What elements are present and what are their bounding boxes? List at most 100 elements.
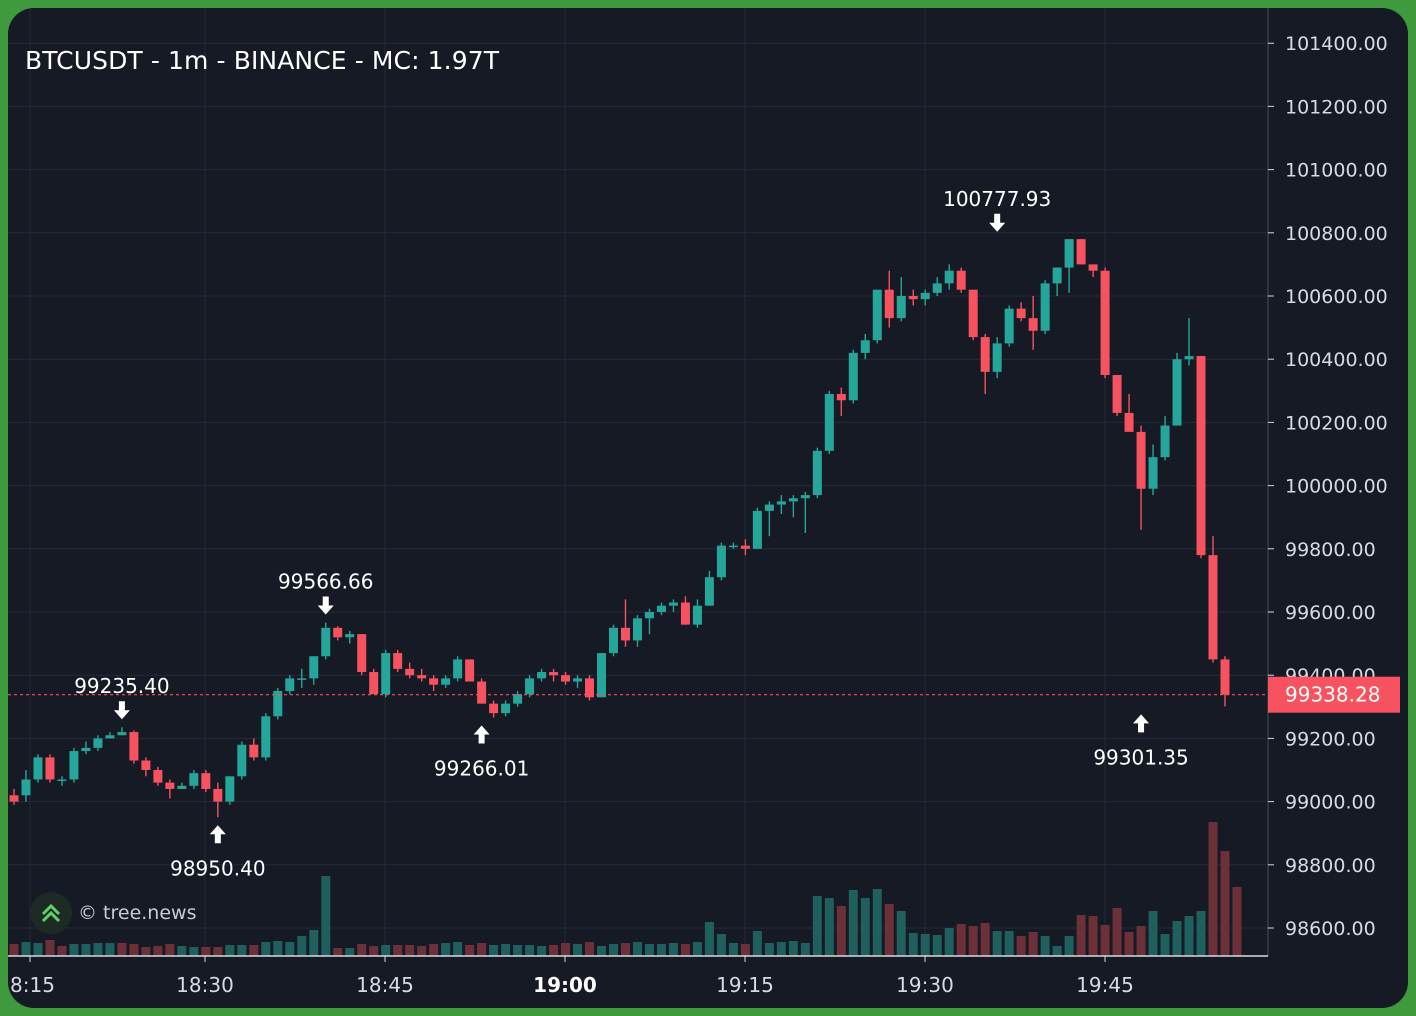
- candle-body[interactable]: [956, 270, 966, 290]
- candle-body[interactable]: [1148, 457, 1158, 489]
- candle-body[interactable]: [980, 337, 990, 372]
- candle-body[interactable]: [668, 602, 678, 606]
- candle-body[interactable]: [1208, 555, 1218, 660]
- candle-body[interactable]: [177, 785, 187, 789]
- candle-body[interactable]: [609, 627, 618, 654]
- candle-body[interactable]: [369, 672, 379, 695]
- candle-body[interactable]: [537, 672, 547, 679]
- candle-body[interactable]: [656, 605, 666, 612]
- candle-body[interactable]: [1184, 356, 1194, 360]
- candle-body[interactable]: [561, 675, 571, 682]
- candle-body[interactable]: [489, 703, 499, 714]
- candle-body[interactable]: [908, 296, 918, 300]
- candle-body[interactable]: [9, 795, 19, 802]
- candle-body[interactable]: [417, 675, 427, 679]
- candle-body[interactable]: [1076, 239, 1086, 265]
- candlestick-chart[interactable]: 99235.40 98950.40 99566.66 99266.01 100777.9…: [8, 8, 1408, 1008]
- candle-body[interactable]: [1004, 308, 1014, 344]
- candle-body[interactable]: [501, 703, 511, 714]
- candle-body[interactable]: [261, 716, 271, 758]
- candle-body[interactable]: [189, 773, 199, 786]
- candle-body[interactable]: [441, 678, 451, 685]
- candle-body[interactable]: [968, 289, 978, 338]
- candle-body[interactable]: [620, 627, 630, 641]
- candle-body[interactable]: [848, 352, 858, 401]
- candle-body[interactable]: [992, 343, 1002, 372]
- candle-body[interactable]: [632, 618, 642, 641]
- candle-body[interactable]: [644, 612, 654, 619]
- candle-body[interactable]: [357, 634, 367, 673]
- candle-body[interactable]: [213, 788, 223, 802]
- candle-body[interactable]: [381, 653, 391, 695]
- candle-body[interactable]: [824, 393, 834, 451]
- candle-body[interactable]: [800, 495, 810, 499]
- candle-body[interactable]: [716, 545, 726, 578]
- candle-body[interactable]: [321, 627, 331, 657]
- candle-body[interactable]: [201, 773, 211, 789]
- candle-body[interactable]: [1100, 270, 1110, 375]
- candle-body[interactable]: [429, 678, 439, 685]
- candle-body[interactable]: [896, 296, 906, 319]
- candle-body[interactable]: [932, 283, 942, 293]
- candle-body[interactable]: [752, 510, 762, 549]
- candle-body[interactable]: [1220, 659, 1230, 695]
- candle-body[interactable]: [81, 747, 91, 752]
- candle-body[interactable]: [680, 602, 690, 625]
- candle-body[interactable]: [1088, 264, 1098, 271]
- candle-body[interactable]: [273, 691, 283, 717]
- candle-body[interactable]: [105, 735, 115, 739]
- candle-body[interactable]: [860, 340, 870, 353]
- candle-body[interactable]: [117, 732, 127, 736]
- candle-body[interactable]: [1172, 359, 1182, 426]
- candle-body[interactable]: [93, 738, 103, 748]
- candle-body[interactable]: [836, 393, 846, 401]
- candle-body[interactable]: [453, 659, 463, 679]
- candle-body[interactable]: [692, 605, 702, 625]
- candle-body[interactable]: [764, 504, 774, 511]
- candle-body[interactable]: [549, 672, 559, 676]
- candle-body[interactable]: [225, 776, 235, 802]
- candle-body[interactable]: [237, 744, 247, 777]
- candle-body[interactable]: [465, 659, 475, 682]
- candle-body[interactable]: [884, 289, 894, 319]
- candle-body[interactable]: [165, 782, 175, 789]
- candle-body[interactable]: [1028, 318, 1038, 331]
- candle-body[interactable]: [1052, 267, 1062, 284]
- candle-body[interactable]: [1124, 412, 1134, 432]
- candle-body[interactable]: [393, 653, 403, 669]
- candle-body[interactable]: [1016, 308, 1026, 319]
- candle-body[interactable]: [129, 732, 139, 761]
- candle-body[interactable]: [944, 270, 954, 284]
- candle-body[interactable]: [1136, 431, 1146, 489]
- candle-body[interactable]: [21, 779, 31, 796]
- candle-body[interactable]: [285, 678, 295, 691]
- candle-body[interactable]: [776, 501, 786, 505]
- candle-body[interactable]: [405, 668, 415, 676]
- candle-body[interactable]: [141, 760, 151, 770]
- candle-body[interactable]: [597, 653, 607, 698]
- candle-body[interactable]: [573, 678, 583, 682]
- candle-body[interactable]: [333, 627, 343, 638]
- candle-body[interactable]: [788, 498, 798, 502]
- candle-body[interactable]: [249, 744, 259, 758]
- candle-body[interactable]: [1040, 283, 1050, 331]
- candle-body[interactable]: [1064, 239, 1074, 268]
- candle-body[interactable]: [45, 757, 55, 780]
- candle-body[interactable]: [477, 681, 487, 704]
- candle-body[interactable]: [57, 779, 67, 781]
- candle-body[interactable]: [1196, 356, 1206, 556]
- candle-body[interactable]: [297, 678, 307, 680]
- candle-body[interactable]: [345, 634, 355, 638]
- candle-body[interactable]: [872, 289, 882, 341]
- candle-body[interactable]: [309, 656, 319, 679]
- candle-body[interactable]: [740, 545, 750, 549]
- candle-body[interactable]: [1160, 425, 1170, 458]
- candle-body[interactable]: [812, 450, 822, 496]
- candle-body[interactable]: [585, 678, 595, 698]
- candle-body[interactable]: [153, 770, 163, 783]
- candle-body[interactable]: [920, 292, 930, 300]
- candle-body[interactable]: [704, 577, 714, 606]
- candle-body[interactable]: [33, 757, 43, 780]
- candle-body[interactable]: [69, 751, 79, 780]
- candle-body[interactable]: [728, 545, 738, 548]
